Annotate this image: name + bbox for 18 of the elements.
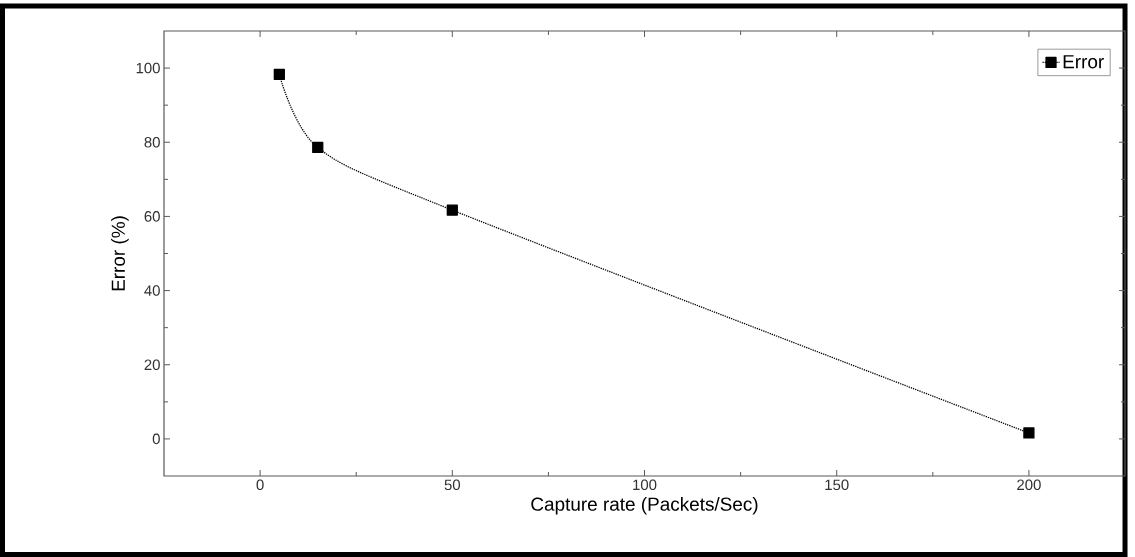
x-tick-label: 50 <box>444 479 461 491</box>
point <box>273 68 285 81</box>
y-tick-label: 0 <box>152 433 160 445</box>
point <box>446 204 458 216</box>
y-tick-label: 20 <box>144 359 160 371</box>
y-axis-title: Error (%) <box>111 216 129 291</box>
x-tick-label: 200 <box>1017 479 1041 491</box>
x-tick-label: 0 <box>256 479 264 491</box>
y-tick-label: 60 <box>144 211 160 222</box>
point <box>312 141 324 154</box>
point <box>1023 427 1035 439</box>
x-axis-title: Capture rate (Packets/Sec) <box>531 496 758 515</box>
x-tick-label: 100 <box>633 479 657 491</box>
legend-label: Error <box>1063 55 1104 69</box>
y-tick-label: 40 <box>144 285 160 296</box>
y-tick-label: 100 <box>136 62 160 74</box>
x-tick-label: 150 <box>825 479 849 491</box>
y-tick-label: 80 <box>144 136 160 148</box>
